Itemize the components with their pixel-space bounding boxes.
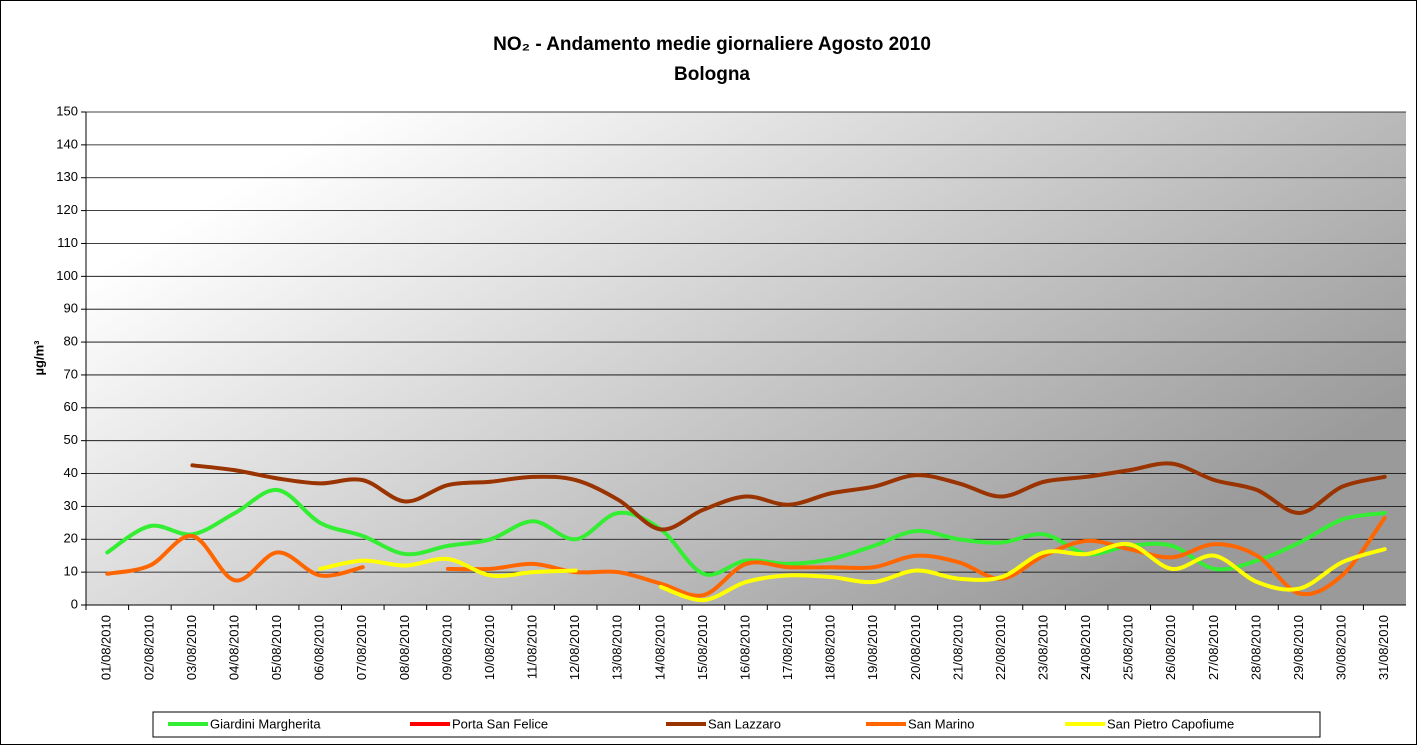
y-tick-label: 70 [64, 366, 78, 381]
x-tick-label: 21/08/2010 [950, 615, 965, 680]
x-tick-label: 28/08/2010 [1248, 615, 1263, 680]
chart-subtitle: Bologna [674, 64, 750, 85]
series-line [318, 541, 1387, 603]
y-tick-label: 10 [64, 564, 78, 579]
x-tick-label: 09/08/2010 [439, 615, 454, 680]
series-line [105, 515, 1387, 598]
plot-area [86, 112, 1406, 605]
x-tick-label: 12/08/2010 [567, 615, 582, 680]
x-tick-label: 23/08/2010 [1036, 615, 1051, 680]
y-tick-label: 40 [64, 465, 78, 480]
x-tick-label: 04/08/2010 [226, 615, 241, 680]
x-tick-label: 19/08/2010 [865, 615, 880, 680]
x-tick-label: 03/08/2010 [184, 615, 199, 680]
x-tick-label: 14/08/2010 [652, 615, 667, 680]
x-tick-label: 08/08/2010 [397, 615, 412, 680]
x-tick-label: 31/08/2010 [1376, 615, 1391, 680]
y-tick-label: 130 [56, 169, 78, 184]
y-tick-label: 110 [57, 235, 78, 250]
legend-label: San Pietro Capofiume [1107, 716, 1234, 731]
x-tick-label: 20/08/2010 [908, 615, 923, 680]
x-tick-label: 22/08/2010 [993, 615, 1008, 680]
y-tick-label: 0 [71, 596, 78, 611]
x-tick-label: 18/08/2010 [823, 615, 838, 680]
x-tick-label: 30/08/2010 [1334, 615, 1349, 680]
x-tick-label: 13/08/2010 [610, 615, 625, 680]
series-line [190, 461, 1387, 532]
x-tick-label: 17/08/2010 [780, 615, 795, 680]
y-tick-label: 30 [64, 498, 78, 513]
y-axis-label: µg/m³ [31, 340, 46, 376]
x-tick-label: 16/08/2010 [737, 615, 752, 680]
y-tick-label: 140 [56, 136, 78, 151]
x-tick-label: 10/08/2010 [482, 615, 497, 680]
y-tick-label: 120 [56, 202, 78, 217]
x-tick-label: 02/08/2010 [141, 615, 156, 680]
legend-label: Porta San Felice [452, 716, 548, 731]
x-tick-label: 11/08/2010 [525, 615, 540, 679]
chart-title: NO₂ - Andamento medie giornaliere Agosto… [493, 34, 931, 55]
legend-label: Giardini Margherita [210, 716, 321, 731]
x-tick-label: 05/08/2010 [269, 615, 284, 680]
y-tick-label: 100 [56, 268, 78, 283]
x-tick-label: 01/08/2010 [99, 615, 114, 680]
x-tick-label: 07/08/2010 [354, 615, 369, 680]
x-tick-label: 25/08/2010 [1121, 615, 1136, 680]
x-tick-label: 27/08/2010 [1206, 615, 1221, 680]
legend [152, 711, 1321, 738]
x-tick-label: 29/08/2010 [1291, 615, 1306, 680]
legend-label: San Lazzaro [708, 716, 781, 731]
x-tick-label: 15/08/2010 [695, 615, 710, 680]
x-tick-label: 24/08/2010 [1078, 615, 1093, 680]
series-line [105, 487, 1387, 577]
x-tick-label: 26/08/2010 [1163, 615, 1178, 680]
y-tick-label: 60 [64, 399, 78, 414]
x-tick-label: 06/08/2010 [312, 615, 327, 680]
y-tick-label: 20 [64, 531, 78, 546]
y-tick-label: 150 [56, 103, 78, 118]
legend-label: San Marino [908, 716, 974, 731]
y-tick-label: 90 [64, 301, 78, 316]
y-tick-label: 80 [64, 334, 78, 349]
y-tick-label: 50 [64, 432, 78, 447]
